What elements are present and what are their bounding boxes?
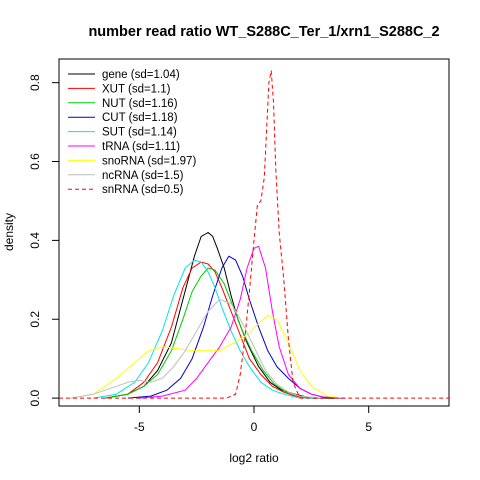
legend-label: snoRNA (sd=1.97) xyxy=(102,155,196,167)
legend: gene (sd=1.04) XUT (sd=1.1) NUT (sd=1.16) C… xyxy=(68,69,196,196)
legend-label: XUT (sd=1.1) xyxy=(102,83,171,95)
series-line xyxy=(59,70,449,399)
legend-label: SUT (sd=1.14) xyxy=(102,127,177,139)
y-tick-label: 0.8 xyxy=(28,74,42,91)
series-line xyxy=(70,299,323,399)
y-tick-label: 0.4 xyxy=(28,232,42,249)
series-line xyxy=(70,314,346,399)
chart-title: number read ratio WT_S288C_Ter_1/xrn1_S2… xyxy=(88,24,439,40)
series-line xyxy=(104,232,335,399)
series-line xyxy=(104,267,335,399)
series-line xyxy=(104,261,335,399)
x-axis-label: log2 ratio xyxy=(229,451,279,465)
y-tick-label: 0.2 xyxy=(28,311,42,328)
series-line xyxy=(93,259,323,399)
y-tick-label: 0.0 xyxy=(28,389,42,406)
series-lines xyxy=(59,70,449,399)
legend-label: tRNA (sd=1.11) xyxy=(102,141,180,153)
y-axis-label: density xyxy=(2,213,16,251)
x-tick-label: 5 xyxy=(365,420,372,434)
series-line xyxy=(139,245,346,399)
legend-label: gene (sd=1.04) xyxy=(102,69,180,81)
y-axis: 0.0 0.2 0.4 0.6 0.8 xyxy=(28,74,59,406)
x-tick-label: 0 xyxy=(251,420,258,434)
x-axis: -5 0 5 xyxy=(134,406,372,434)
legend-label: ncRNA (sd=1.5) xyxy=(102,170,184,182)
x-tick-label: -5 xyxy=(134,420,145,434)
legend-label: NUT (sd=1.16) xyxy=(102,98,178,110)
legend-label: snRNA (sd=0.5) xyxy=(102,184,184,196)
legend-label: CUT (sd=1.18) xyxy=(102,112,178,124)
y-tick-label: 0.6 xyxy=(28,153,42,170)
